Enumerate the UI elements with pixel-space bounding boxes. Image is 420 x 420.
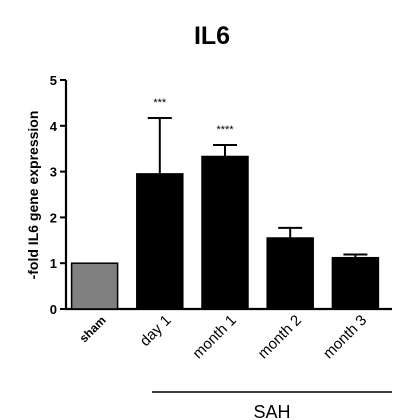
significance-label: *** bbox=[153, 97, 167, 109]
group-label: SAH bbox=[253, 402, 290, 420]
y-ticks: 0 1 2 3 4 5 bbox=[50, 73, 66, 317]
chart-title: IL6 bbox=[194, 22, 230, 50]
y-tick-label: 3 bbox=[50, 165, 57, 180]
bar-month-2 bbox=[266, 237, 314, 310]
y-tick-label: 2 bbox=[50, 210, 57, 225]
x-tick-label: month 3 bbox=[320, 312, 370, 362]
x-tick-label: day 1 bbox=[137, 312, 175, 350]
bar-sham bbox=[70, 262, 119, 310]
y-axis-label: -fold IL6 gene expression bbox=[25, 111, 41, 280]
x-tick-label: month 1 bbox=[189, 312, 239, 362]
bar-month-3 bbox=[331, 256, 380, 310]
bar-month-1 bbox=[201, 155, 249, 310]
x-tick-label: month 2 bbox=[255, 312, 305, 362]
significance-label: **** bbox=[216, 124, 234, 136]
x-ticks: sham day 1 month 1 month 2 month 3 bbox=[77, 312, 371, 362]
bar-day-1 bbox=[136, 173, 184, 310]
y-tick-label: 0 bbox=[50, 302, 57, 317]
x-tick-label: sham bbox=[77, 313, 109, 345]
y-tick-label: 4 bbox=[50, 119, 58, 134]
y-tick-label: 1 bbox=[50, 256, 57, 271]
bars: ******* bbox=[70, 97, 380, 310]
y-tick-label: 5 bbox=[50, 73, 57, 88]
